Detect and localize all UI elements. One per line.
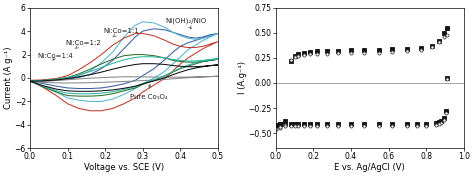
Text: Pure Co₃O₄: Pure Co₃O₄ [129,84,167,100]
Text: Ni:Co=1:1: Ni:Co=1:1 [103,28,139,37]
Y-axis label: I (A.g⁻¹): I (A.g⁻¹) [238,61,247,95]
X-axis label: Voltage vs. SCE (V): Voltage vs. SCE (V) [84,163,164,172]
Text: Ni:Co=1:4: Ni:Co=1:4 [37,53,73,60]
Text: Ni:Co=1:2: Ni:Co=1:2 [66,40,101,49]
Y-axis label: Current (A g⁻¹): Current (A g⁻¹) [4,47,13,109]
Text: Ni(OH)₂/NiO: Ni(OH)₂/NiO [165,18,207,29]
X-axis label: E vs. Ag/AgCl (V): E vs. Ag/AgCl (V) [335,163,405,172]
